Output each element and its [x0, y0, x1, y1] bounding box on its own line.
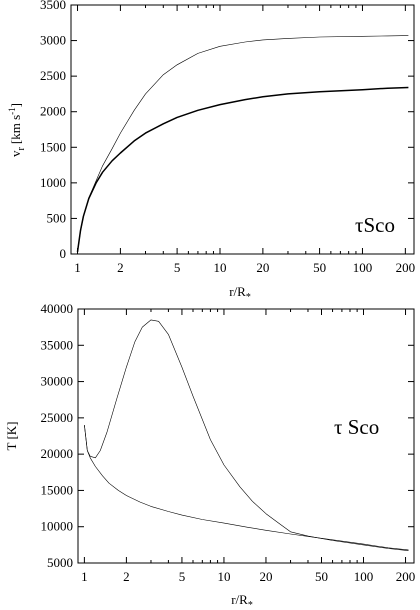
- x-tick-label-bottom: 5: [179, 569, 186, 584]
- x-tick-label-top: 2: [117, 260, 124, 275]
- x-tick-label-top: 5: [174, 260, 181, 275]
- tick-group-top: 1 2 5 10 20 50 100 2000500100015002000250030003…: [40, 0, 415, 275]
- y-tick-label-top: 3000: [40, 33, 66, 48]
- plot-frame-top: [70, 4, 415, 255]
- x-tick-label-bottom: 1: [81, 569, 88, 584]
- x-tick-label-top: 1: [74, 260, 81, 275]
- x-tick-label-top: 50: [313, 260, 326, 275]
- y-tick-label-top: 2500: [40, 68, 66, 83]
- annotation-tau-sco-top: τSco: [355, 213, 395, 237]
- series-line-bottom-1: [84, 319, 409, 551]
- x-tick-label-bottom: 50: [315, 569, 328, 584]
- x-tick-label-bottom: 200: [396, 569, 416, 584]
- x-axis-label-top: r/R*: [229, 284, 251, 303]
- series-line-bottom-2: [84, 425, 409, 551]
- tick-group-bottom: 1 2 5 10 20 50 100 200 5000 10000 15000 20000 25000 3…: [41, 301, 416, 584]
- y-tick-label-bottom: 10000: [41, 519, 74, 534]
- y-axis-label-top: vr[km s-1]: [7, 103, 27, 157]
- y-tick-label-top: 2000: [40, 104, 66, 119]
- y-tick-label-bottom: 20000: [41, 446, 74, 461]
- x-tick-label-bottom: 10: [217, 569, 230, 584]
- y-tick-label-bottom: 35000: [41, 337, 74, 352]
- x-tick-label-top: 20: [256, 260, 269, 275]
- y-axis-label-bottom: T [K]: [4, 421, 19, 450]
- x-tick-label-bottom: 2: [123, 569, 130, 584]
- x-tick-label-top: 100: [353, 260, 373, 275]
- plot-frame-bottom: [77, 308, 415, 564]
- x-tick-label-top: 10: [213, 260, 226, 275]
- x-tick-label-bottom: 20: [259, 569, 272, 584]
- y-tick-label-bottom: 5000: [47, 555, 73, 570]
- y-tick-label-bottom: 30000: [41, 374, 74, 389]
- y-tick-label-top: 1000: [40, 175, 66, 190]
- series-line-top-2: [76, 86, 409, 253]
- y-tick-label-top: 500: [47, 210, 67, 225]
- y-tick-label-top: 0: [60, 246, 67, 261]
- y-tick-label-bottom: 15000: [41, 482, 74, 497]
- y-tick-label-bottom: 25000: [41, 410, 74, 425]
- annotation-tau-sco-bottom: τ Sco: [334, 415, 379, 439]
- velocity-panel: 1 2 5 10 20 50 100 2000500100015002000250030003…: [7, 0, 415, 303]
- x-tick-label-top: 200: [396, 260, 416, 275]
- series-group-top: [76, 35, 409, 253]
- y-tick-label-top: 1500: [40, 139, 66, 154]
- x-axis-label-bottom: r/R*: [231, 592, 253, 610]
- y-tick-label-bottom: 40000: [41, 301, 74, 316]
- temperature-panel: 1 2 5 10 20 50 100 200 5000 10000 15000 20000 25000 3…: [4, 301, 415, 610]
- y-tick-label-top: 3500: [40, 0, 66, 12]
- series-group-bottom: [84, 319, 409, 551]
- x-tick-label-bottom: 100: [354, 569, 374, 584]
